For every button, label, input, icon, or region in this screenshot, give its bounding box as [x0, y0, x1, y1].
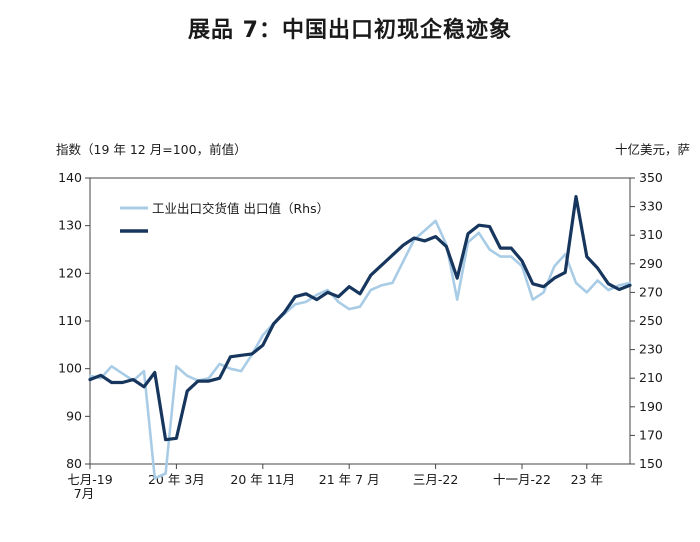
right-axis-tick-label: 290 — [639, 256, 663, 271]
left-axis-tick-label: 110 — [58, 313, 82, 328]
legend-entries-label: 工业出口交货值 出口值（Rhs） — [152, 201, 329, 216]
x-axis-tick-label: 三月-22 — [413, 472, 458, 487]
right-axis-tick-label: 330 — [639, 199, 663, 214]
x-axis-tick-label: 十一月-22 — [493, 472, 551, 487]
x-axis-sub-label: 7月 — [74, 486, 94, 501]
x-axis-tick-label: 20 年 3月 — [148, 472, 205, 487]
left-axis-tick-label: 90 — [66, 408, 82, 423]
left-axis-tick-label: 100 — [58, 361, 82, 376]
right-axis-tick-label: 190 — [639, 399, 663, 414]
right-axis-label: 十亿美元，萨 — [614, 142, 690, 157]
x-axis-tick-label: 21 年 7 月 — [319, 472, 380, 487]
right-axis-tick-label: 210 — [639, 370, 663, 385]
left-axis-label: 指数（19 年 12 月=100，前值） — [56, 142, 247, 157]
left-axis-tick-label: 130 — [58, 218, 82, 233]
left-axis-tick-label: 140 — [58, 170, 82, 185]
right-axis-tick-label: 270 — [639, 284, 663, 299]
series-line-1 — [88, 219, 632, 480]
x-axis-tick-label: 七月-19 — [67, 472, 112, 487]
right-axis-tick-label: 250 — [639, 313, 663, 328]
right-axis-tick-label: 150 — [639, 456, 663, 471]
series-line-2 — [88, 195, 632, 442]
right-axis-tick-label: 350 — [639, 170, 663, 185]
right-axis-tick-label: 170 — [639, 427, 663, 442]
right-axis-tick-label: 230 — [639, 342, 663, 357]
x-axis-tick-label: 23 年 — [571, 472, 603, 487]
left-axis-tick-label: 80 — [66, 456, 82, 471]
left-axis-tick-label: 120 — [58, 265, 82, 280]
chart-title: 展品 7：中国出口初现企稳迹象 — [188, 18, 512, 43]
right-axis-tick-label: 310 — [639, 227, 663, 242]
x-axis-tick-label: 20 年 11月 — [230, 472, 295, 487]
